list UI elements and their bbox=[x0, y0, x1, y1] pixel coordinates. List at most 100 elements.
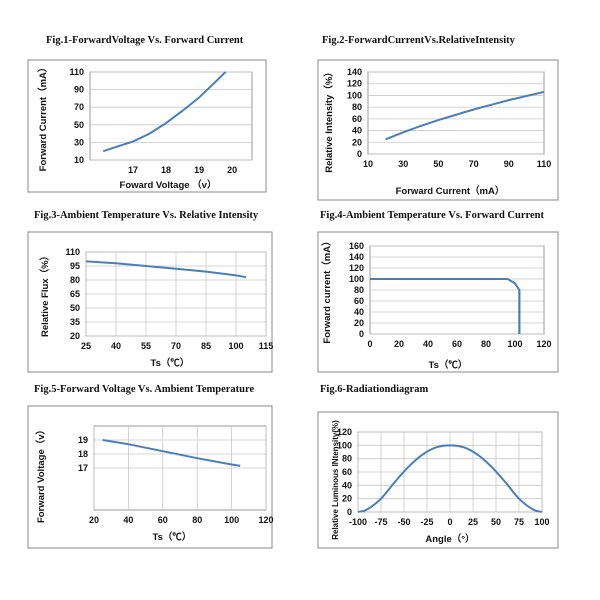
x-tick-label: 20 bbox=[89, 515, 99, 525]
x-tick-label: 100 bbox=[507, 339, 522, 349]
y-tick-label: 80 bbox=[342, 454, 352, 464]
x-tick-label: 25 bbox=[81, 341, 91, 351]
x-tick-label: 0 bbox=[447, 517, 452, 527]
y-axis-label: Relative Flux（%） bbox=[39, 251, 51, 337]
chart-title: Fig.5-Forward Voltage Vs. Ambient Temper… bbox=[34, 384, 254, 395]
x-axis-label: Ts（℃） bbox=[153, 531, 192, 543]
x-axis-label: Forward Current（mA） bbox=[396, 185, 505, 197]
x-tick-label: 85 bbox=[201, 341, 211, 351]
y-tick-label: 60 bbox=[352, 114, 362, 124]
y-tick-label: 120 bbox=[349, 263, 364, 273]
x-tick-label: 70 bbox=[469, 159, 479, 169]
chart-frame bbox=[27, 405, 273, 549]
y-axis-label: Forward Current（mA） bbox=[37, 63, 49, 172]
y-tick-label: 35 bbox=[70, 317, 80, 327]
y-tick-label: 100 bbox=[337, 440, 352, 450]
x-tick-label: 20 bbox=[227, 165, 237, 175]
chart-fig6: Fig.6-Radiationdiagram 0 20 40 60 80 100 120 -1… bbox=[317, 384, 559, 549]
series-line bbox=[385, 90, 545, 141]
y-tick-label: 80 bbox=[70, 275, 80, 285]
y-tick-label: 120 bbox=[337, 427, 352, 437]
chart-frame bbox=[317, 411, 559, 549]
y-tick-label: 90 bbox=[74, 85, 84, 95]
x-tick-label: 80 bbox=[481, 339, 491, 349]
series-line bbox=[102, 439, 241, 467]
y-tick-label: 140 bbox=[349, 252, 364, 262]
y-tick-label: 80 bbox=[354, 285, 364, 295]
x-tick-label: 115 bbox=[259, 341, 274, 351]
y-tick-label: 40 bbox=[354, 307, 364, 317]
chart-title: Fig.6-Radiationdiagram bbox=[320, 384, 428, 395]
x-tick-label: 30 bbox=[398, 159, 408, 169]
y-tick-label: 160 bbox=[349, 241, 364, 251]
series-line bbox=[102, 71, 227, 153]
y-tick-label: 65 bbox=[70, 289, 80, 299]
chart-fig2: Fig.2-ForwardCurrentVs.RelativeIntensity… bbox=[317, 35, 559, 201]
y-tick-label: 20 bbox=[354, 318, 364, 328]
x-tick-label: 17 bbox=[128, 165, 138, 175]
chart-title: Fig.3-Ambient Temperature Vs. Relative I… bbox=[34, 210, 259, 221]
x-tick-label: 60 bbox=[452, 339, 462, 349]
chart-fig4: Fig.4-Ambient Temperature Vs. Forward Cu… bbox=[317, 210, 559, 373]
x-tick-label: 0 bbox=[367, 339, 372, 349]
chart-frame bbox=[317, 59, 559, 201]
chart-frame bbox=[317, 231, 559, 373]
x-axis-label: Foward Voltage （v） bbox=[120, 179, 217, 191]
y-tick-label: 100 bbox=[349, 274, 364, 284]
y-tick-label: 0 bbox=[359, 329, 364, 339]
x-tick-label: 90 bbox=[504, 159, 514, 169]
series-line bbox=[357, 444, 543, 513]
chart-fig5: Fig.5-Forward Voltage Vs. Ambient Temper… bbox=[27, 384, 274, 549]
chart-title: Fig.2-ForwardCurrentVs.RelativeIntensity bbox=[322, 35, 516, 46]
x-tick-label: 40 bbox=[423, 339, 433, 349]
x-tick-label: 19 bbox=[194, 165, 204, 175]
y-tick-label: 70 bbox=[74, 102, 84, 112]
x-tick-label: 40 bbox=[123, 515, 133, 525]
y-axis-label: Relative Intensity（%） bbox=[323, 67, 335, 173]
x-tick-label: 60 bbox=[158, 515, 168, 525]
y-axis-label: Forward Voltage（v） bbox=[35, 425, 47, 523]
x-axis-label: Ts（℃） bbox=[151, 357, 190, 369]
chart-frame bbox=[27, 59, 267, 193]
y-axis-label: Relative Luminous INtensity(%) bbox=[331, 420, 340, 540]
x-tick-label: 100 bbox=[534, 517, 549, 527]
x-axis-label: Angle（°） bbox=[425, 533, 474, 545]
y-tick-label: 100 bbox=[347, 90, 362, 100]
y-tick-label: 20 bbox=[342, 494, 352, 504]
y-tick-label: 20 bbox=[70, 331, 80, 341]
chart-title: Fig.1-ForwardVoltage Vs. Forward Current bbox=[46, 35, 244, 46]
x-tick-label: 100 bbox=[224, 515, 239, 525]
y-axis-label: Forward current（mA） bbox=[321, 236, 333, 343]
y-tick-label: 40 bbox=[352, 126, 362, 136]
y-tick-label: 19 bbox=[78, 435, 88, 445]
y-tick-label: 140 bbox=[347, 67, 362, 77]
chart-title: Fig.4-Ambient Temperature Vs. Forward Cu… bbox=[320, 210, 544, 221]
y-tick-label: 10 bbox=[74, 155, 84, 165]
y-tick-label: 50 bbox=[70, 303, 80, 313]
x-tick-label: 120 bbox=[258, 515, 273, 525]
y-tick-label: 18 bbox=[78, 449, 88, 459]
plot-area bbox=[367, 71, 545, 155]
x-tick-label: 55 bbox=[141, 341, 151, 351]
x-tick-label: -25 bbox=[420, 517, 433, 527]
y-tick-label: 30 bbox=[74, 137, 84, 147]
y-tick-label: 20 bbox=[352, 137, 362, 147]
y-tick-label: 80 bbox=[352, 102, 362, 112]
x-tick-label: -50 bbox=[397, 517, 410, 527]
x-tick-label: 100 bbox=[228, 341, 243, 351]
x-tick-label: -100 bbox=[349, 517, 367, 527]
chart-frame bbox=[27, 231, 273, 373]
x-tick-label: 120 bbox=[536, 339, 551, 349]
y-tick-label: 0 bbox=[347, 507, 352, 517]
x-tick-label: 50 bbox=[491, 517, 501, 527]
x-tick-label: 75 bbox=[514, 517, 524, 527]
y-tick-label: 17 bbox=[78, 463, 88, 473]
y-tick-label: 110 bbox=[69, 67, 84, 77]
x-tick-label: 110 bbox=[537, 159, 552, 169]
x-tick-label: 18 bbox=[161, 165, 171, 175]
chart-fig3: Fig.3-Ambient Temperature Vs. Relative I… bbox=[27, 210, 274, 373]
y-tick-label: 50 bbox=[74, 120, 84, 130]
y-tick-label: 40 bbox=[342, 480, 352, 490]
y-tick-label: 60 bbox=[342, 467, 352, 477]
x-tick-label: 50 bbox=[433, 159, 443, 169]
